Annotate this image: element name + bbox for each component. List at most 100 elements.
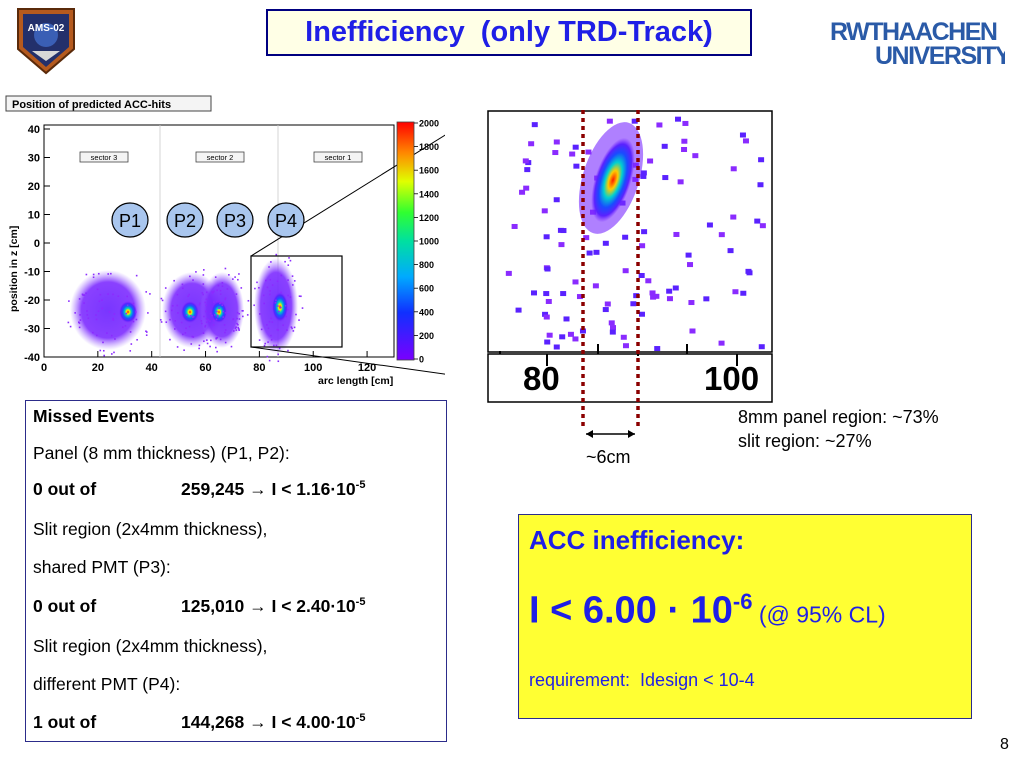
scatter-dot: [263, 302, 265, 305]
scatter-dot: [266, 324, 268, 326]
scatter-dot: [125, 312, 128, 315]
scatter-dot: [198, 344, 201, 347]
y-axis-label: position in z [cm]: [8, 226, 20, 312]
scatter-dot: [268, 266, 270, 268]
scatter-dot: [211, 292, 214, 295]
zoom-pixel: [681, 138, 688, 144]
zoom-pixel: [592, 283, 599, 289]
scatter-dot: [275, 344, 278, 347]
result-panel: 0 out of 259,245 → I < 1.16·10-5: [33, 479, 438, 500]
scatter-dot: [236, 317, 238, 320]
colorbar-tick-label: 1400: [419, 189, 439, 199]
colorbar-tick-label: 0: [419, 355, 424, 365]
scatter-dot: [126, 304, 129, 307]
zoom-pixel: [572, 144, 579, 150]
scatter-dot: [218, 307, 220, 310]
result-slit-different-value: 144,268 → I < 4.00·10: [181, 712, 356, 732]
scatter-dot: [113, 351, 115, 354]
scatter-dot: [285, 315, 288, 318]
scatter-dot: [228, 274, 230, 276]
scatter-dot: [287, 308, 289, 311]
scatter-dot: [213, 314, 216, 316]
y-tick-label: -10: [24, 267, 40, 279]
scatter-dot: [266, 286, 269, 289]
scatter-dot: [149, 293, 151, 295]
scatter-dot: [287, 349, 289, 352]
zoom-pixel: [739, 132, 746, 138]
zoom-pixel: [677, 179, 684, 185]
slide-title: Inefficiency (only TRD-Track): [305, 16, 713, 48]
colorbar-tick-label: 200: [419, 331, 434, 341]
acc-inefficiency-box: ACC inefficiency: I < 6.00 · 10-6 (@ 95%…: [518, 514, 972, 719]
scatter-dot: [83, 302, 85, 304]
scatter-dot: [106, 332, 108, 334]
slit2-line1: Slit region (2x4mm thickness),: [33, 636, 268, 656]
scatter-dot: [298, 295, 301, 297]
panel-bubble: [166, 202, 204, 238]
scatter-dot: [277, 329, 280, 331]
scatter-dot: [276, 328, 279, 331]
zoom-pixel: [531, 290, 538, 296]
scatter-dot: [69, 325, 72, 328]
scatter-dot: [126, 295, 128, 298]
scatter-dot: [224, 341, 227, 344]
scatter-dot: [203, 340, 205, 343]
scatter-dot: [287, 264, 290, 266]
result-slit-different-count: 1 out of: [33, 712, 97, 732]
scatter-dot: [267, 327, 270, 330]
zoom-pixel: [609, 325, 616, 331]
scatter-dot: [219, 302, 221, 305]
scatter-dot: [274, 301, 277, 304]
scatter-dot: [273, 344, 275, 347]
zoom-pixel: [560, 291, 567, 297]
scatter-dot: [216, 316, 219, 318]
scatter-dot: [291, 284, 294, 286]
scatter-dot: [219, 338, 222, 341]
scatter-dot: [211, 290, 213, 293]
zoom-pixel: [608, 320, 615, 326]
scatter-dot: [199, 302, 201, 305]
title-box: Inefficiency (only TRD-Track): [266, 9, 752, 56]
zoom-pixel: [544, 266, 551, 272]
zoom-pixel: [522, 158, 529, 164]
ams-logo: AMS-02: [17, 8, 75, 75]
scatter-dot: [169, 318, 171, 321]
scatter-dot: [289, 296, 292, 298]
scatter-dot: [205, 291, 208, 294]
scatter-dot: [276, 280, 279, 283]
scatter-dot: [132, 302, 135, 305]
sector-label-box: [313, 151, 363, 163]
zoom-pixel: [630, 301, 637, 307]
zoom-pixel: [759, 223, 766, 229]
slit2-line2: different PMT (P4):: [33, 674, 181, 694]
y-tick-label: 30: [28, 153, 40, 165]
scatter-dot: [107, 293, 109, 295]
scatter-dot: [260, 328, 263, 331]
scatter-dot: [206, 342, 209, 345]
zoom-pixel: [673, 231, 680, 237]
scatter-dot: [68, 300, 70, 302]
scatter-dot: [124, 325, 127, 327]
scatter-dot: [275, 253, 278, 256]
scatter-dot: [270, 334, 272, 337]
scatter-dot: [159, 319, 162, 321]
scatter-dot: [214, 276, 217, 278]
scatter-dot: [218, 300, 220, 303]
zoom-pixel: [515, 307, 522, 313]
scatter-dot: [165, 321, 168, 323]
scatter-dot: [201, 322, 203, 325]
acc-value-exp: -6: [732, 589, 753, 614]
width-label: ~6cm: [586, 447, 631, 467]
y-tick-label: -30: [24, 324, 40, 336]
scatter-dot: [173, 279, 175, 282]
scatter-dot: [222, 310, 225, 313]
rwth-logo-line1: RWTHAACHEN: [830, 18, 997, 46]
scatter-dot: [78, 322, 81, 324]
scatter-dot: [280, 274, 283, 277]
sector-label: sector 3: [91, 153, 118, 162]
scatter-dot: [74, 312, 76, 314]
scatter-dot: [129, 331, 132, 333]
x-tick-label: 0: [41, 362, 47, 374]
zoom-pixel: [576, 294, 583, 300]
x-tick-label: 40: [146, 362, 158, 374]
